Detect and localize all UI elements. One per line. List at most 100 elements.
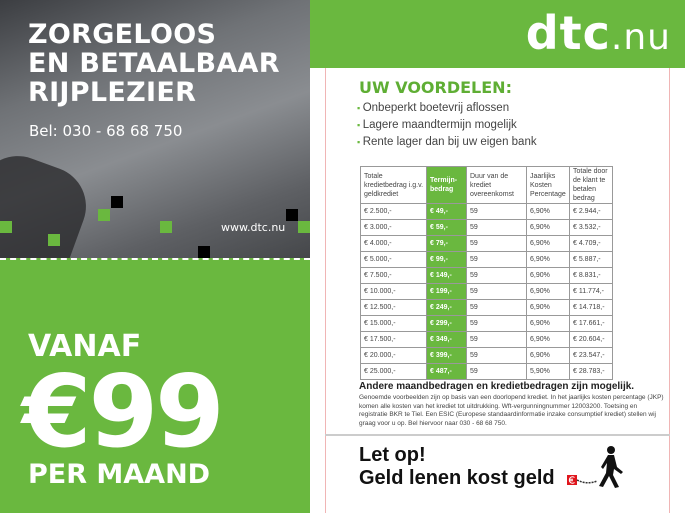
- table-cell: € 49,-: [426, 203, 467, 220]
- benefit-item: Onbeperkt boetevrij aflossen: [357, 100, 537, 117]
- column-header: Totale kredietbedrag i.g.v. geldkrediet: [360, 166, 427, 204]
- table-cell: 59: [466, 363, 527, 380]
- table-cell: 59: [466, 299, 527, 316]
- column-header: Jaarlijks Kosten Percentage: [526, 166, 570, 204]
- table-cell: € 249,-: [426, 299, 467, 316]
- table-cell: 59: [466, 315, 527, 332]
- pixel-square: [98, 209, 110, 221]
- warning-line-2: Geld lenen kost geld: [359, 467, 555, 489]
- headline-line: ZORGELOOS: [28, 19, 217, 50]
- table-cell: € 8.831,-: [569, 267, 613, 284]
- brand-header: dtc.nu: [310, 0, 685, 68]
- table-cell: € 199,-: [426, 283, 467, 300]
- logo-main: dtc: [525, 6, 611, 60]
- vanaf-label: VANAF: [28, 329, 142, 364]
- table-row: € 3.000,- € 59,- 59 6,90% € 3.532,-: [360, 219, 613, 236]
- table-cell: 59: [466, 331, 527, 348]
- warning-text: Let op! Geld lenen kost geld: [359, 444, 555, 490]
- table-cell: € 28.783,-: [569, 363, 613, 380]
- table-cell: 59: [466, 267, 527, 284]
- left-panel: ZORGELOOS EN BETAALBAAR RIJPLEZIER Bel: …: [0, 0, 310, 513]
- benefit-item: Rente lager dan bij uw eigen bank: [357, 134, 537, 151]
- table-cell: 6,90%: [526, 283, 570, 300]
- table-cell: 59: [466, 203, 527, 220]
- pixel-square: [160, 221, 172, 233]
- table-cell: 6,90%: [526, 251, 570, 268]
- table-row: € 5.000,- € 99,- 59 6,90% € 5.887,-: [360, 251, 613, 268]
- table-row: € 20.000,- € 399,- 59 6,90% € 23.547,-: [360, 347, 613, 364]
- lower-section: Andere maandbedragen en kredietbedragen …: [325, 381, 670, 490]
- pixel-square: [198, 246, 210, 258]
- table-cell: € 12.500,-: [360, 299, 427, 316]
- pixel-square: [0, 221, 12, 233]
- table-cell: 59: [466, 219, 527, 236]
- table-cell: 6,90%: [526, 219, 570, 236]
- divider: [325, 434, 670, 436]
- table-cell: 6,90%: [526, 267, 570, 284]
- benefit-item: Lagere maandtermijn mogelijk: [357, 117, 537, 134]
- table-cell: 6,90%: [526, 235, 570, 252]
- benefits-list: Onbeperkt boetevrij aflossen Lagere maan…: [357, 100, 537, 151]
- table-cell: € 20.604,-: [569, 331, 613, 348]
- table-cell: 59: [466, 283, 527, 300]
- table-cell: € 10.000,-: [360, 283, 427, 300]
- table-cell: € 3.000,-: [360, 219, 427, 236]
- pixel-square: [111, 196, 123, 208]
- table-cell: € 4.709,-: [569, 235, 613, 252]
- table-cell: 6,90%: [526, 315, 570, 332]
- table-cell: 6,90%: [526, 299, 570, 316]
- pixel-square: [286, 209, 298, 221]
- table-cell: 59: [466, 347, 527, 364]
- table-cell: € 2.944,-: [569, 203, 613, 220]
- warning-row: Let op! Geld lenen kost geld: [359, 444, 664, 490]
- table-cell: 6,90%: [526, 203, 570, 220]
- column-header: Duur van de krediet overeenkomst: [466, 166, 527, 204]
- table-cell: € 2.500,-: [360, 203, 427, 220]
- warning-line-1: Let op!: [359, 444, 426, 466]
- table-cell: € 399,-: [426, 347, 467, 364]
- dtc-logo: dtc.nu: [526, 6, 671, 60]
- table-row: € 15.000,- € 299,- 59 6,90% € 17.661,-: [360, 315, 613, 332]
- table-cell: € 4.000,-: [360, 235, 427, 252]
- table-cell: 6,90%: [526, 331, 570, 348]
- note-body: Genoemde voorbeelden zijn op basis van e…: [359, 394, 664, 427]
- table-cell: € 349,-: [426, 331, 467, 348]
- table-cell: € 299,-: [426, 315, 467, 332]
- table-cell: € 5.887,-: [569, 251, 613, 268]
- table-cell: € 3.532,-: [569, 219, 613, 236]
- table-header-row: Totale kredietbedrag i.g.v. geldkrediet T…: [360, 166, 613, 204]
- table-cell: € 5.000,-: [360, 251, 427, 268]
- table-cell: € 25.000,-: [360, 363, 427, 380]
- price-amount: €99: [22, 353, 225, 470]
- table-cell: € 79,-: [426, 235, 467, 252]
- table-cell: € 487,-: [426, 363, 467, 380]
- table-cell: € 17.661,-: [569, 315, 613, 332]
- headline: ZORGELOOS EN BETAALBAAR RIJPLEZIER: [28, 20, 280, 107]
- table-cell: € 17.500,-: [360, 331, 427, 348]
- benefits-title: UW VOORDELEN:: [359, 78, 512, 97]
- table-cell: € 7.500,-: [360, 267, 427, 284]
- table-cell: € 14.718,-: [569, 299, 613, 316]
- website-link[interactable]: www.dtc.nu: [221, 221, 286, 234]
- column-header: Termijn-bedrag: [426, 166, 467, 204]
- column-header: Totale door de klant te betalen bedrag: [569, 166, 613, 204]
- walking-man-chained-euro-icon: [566, 445, 623, 488]
- table-cell: € 99,-: [426, 251, 467, 268]
- table-cell: 59: [466, 235, 527, 252]
- table-cell: € 149,-: [426, 267, 467, 284]
- table-row: € 12.500,- € 249,- 59 6,90% € 14.718,-: [360, 299, 613, 316]
- table-cell: € 23.547,-: [569, 347, 613, 364]
- note-title: Andere maandbedragen en kredietbedragen …: [359, 381, 635, 392]
- table-cell: € 15.000,-: [360, 315, 427, 332]
- pixel-square: [298, 221, 310, 233]
- headline-line: RIJPLEZIER: [28, 77, 197, 108]
- table-row: € 10.000,- € 199,- 59 6,90% € 11.774,-: [360, 283, 613, 300]
- phone-number: Bel: 030 - 68 68 750: [29, 122, 183, 140]
- pixel-square: [48, 234, 60, 246]
- content-frame: [325, 68, 670, 513]
- price-panel: VANAF €99 PER MAAND: [0, 258, 310, 513]
- table-row: € 17.500,- € 349,- 59 6,90% € 20.604,-: [360, 331, 613, 348]
- credit-table: Totale kredietbedrag i.g.v. geldkrediet T…: [360, 166, 613, 380]
- headline-line: EN BETAALBAAR: [28, 48, 280, 79]
- table-row: € 7.500,- € 149,- 59 6,90% € 8.831,-: [360, 267, 613, 284]
